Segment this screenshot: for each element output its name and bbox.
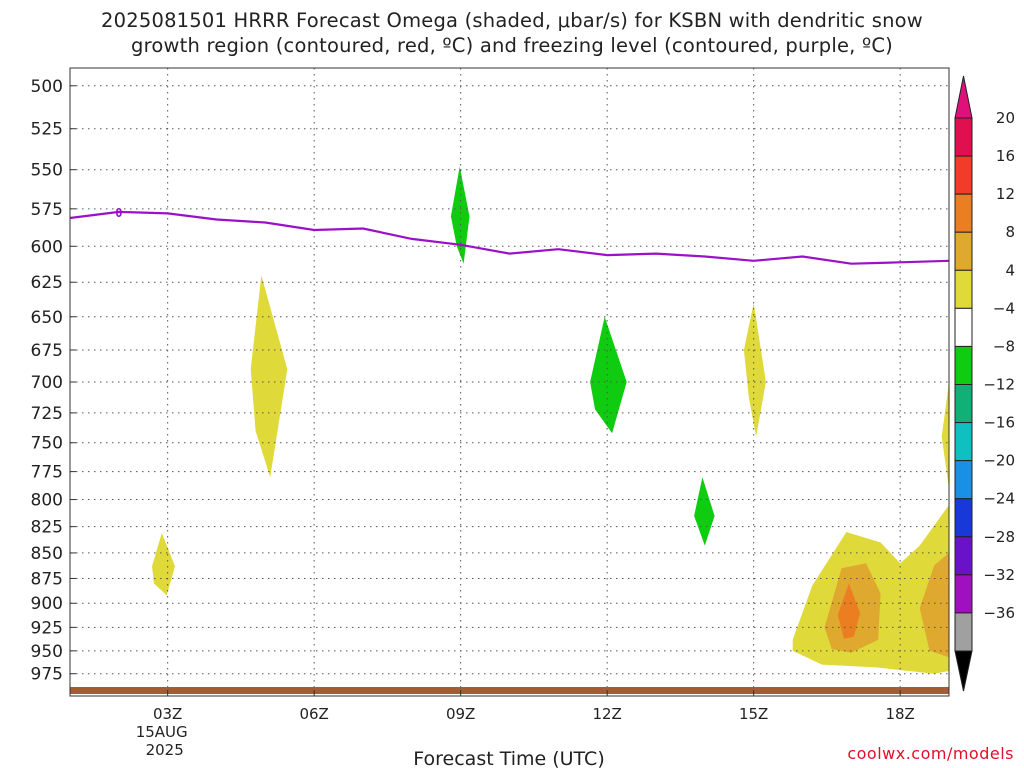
x-tick-label-12Z: 12Z — [592, 705, 621, 723]
colorbar-label-7: −12 — [983, 376, 1015, 394]
y-tick-label-850: 850 — [31, 544, 63, 564]
y-tick-label-675: 675 — [31, 341, 63, 361]
colorbar-top-arrow — [954, 75, 973, 119]
colorbar-segment-10 — [954, 498, 973, 538]
freezing-level-contour: 0 — [69, 206, 950, 265]
colorbar-label-5: −4 — [993, 299, 1015, 317]
chart-title-line-2: growth region (contoured, red, ºC) and f… — [131, 34, 893, 57]
x-date-label: 15AUG — [136, 723, 188, 741]
colorbar-segment-5 — [954, 307, 973, 347]
colorbar-segment-8 — [954, 422, 973, 462]
colorbar-segment-13 — [954, 612, 973, 652]
omega-region-7 — [941, 382, 949, 489]
omega-region-4 — [743, 303, 766, 437]
y-tick-label-750: 750 — [31, 434, 63, 454]
y-tick-label-925: 925 — [31, 618, 63, 638]
colorbar-segment-1 — [954, 155, 973, 195]
x-axis-title: Forecast Time (UTC) — [413, 748, 604, 768]
y-tick-label-525: 525 — [31, 120, 63, 140]
y-tick-label-500: 500 — [31, 77, 63, 97]
colorbar-segment-4 — [954, 269, 973, 309]
y-axis: 500 525 550 575 600 625 650 675 700 725 750 775 800 8… — [31, 77, 76, 685]
colorbar-segment-3 — [954, 231, 973, 271]
colorbar-label-11: −28 — [983, 528, 1015, 546]
colorbar-label-0: 20 — [996, 109, 1015, 127]
omega-region-10 — [837, 583, 861, 639]
x-tick-label-09Z: 09Z — [446, 705, 475, 723]
y-tick-label-900: 900 — [31, 594, 63, 614]
chart-title: 2025081501 HRRR Forecast Omega (shaded, … — [0, 8, 1024, 58]
y-tick-label-625: 625 — [31, 273, 63, 293]
omega-region-5 — [694, 477, 715, 546]
y-tick-label-600: 600 — [31, 237, 63, 257]
colorbar-bottom-arrow — [954, 650, 973, 692]
y-tick-label-950: 950 — [31, 642, 63, 662]
omega-region-1 — [250, 275, 288, 478]
colorbar-label-10: −24 — [983, 490, 1015, 508]
y-tick-label-800: 800 — [31, 491, 63, 511]
ground-band — [70, 687, 949, 694]
colorbar-label-13: −36 — [983, 604, 1015, 622]
omega-region-2 — [450, 166, 470, 264]
colorbar-segment-0 — [954, 117, 973, 157]
y-tick-label-550: 550 — [31, 161, 63, 181]
colorbar-label-9: −20 — [983, 452, 1015, 470]
omega-region-3 — [590, 316, 627, 434]
colorbar-segment-7 — [954, 384, 973, 424]
colorbar-segment-6 — [954, 345, 973, 385]
ground-layer — [70, 687, 949, 694]
grid-lines — [70, 68, 949, 696]
y-tick-label-775: 775 — [31, 463, 63, 483]
omega-region-0 — [152, 533, 175, 596]
omega-region-9 — [919, 552, 949, 658]
colorbar-label-8: −16 — [983, 414, 1015, 432]
x-year-label: 2025 — [146, 741, 184, 759]
freezing-level-line — [69, 210, 950, 265]
colorbar-label-1: 16 — [996, 147, 1015, 165]
x-tick-label-03Z: 03Z — [153, 705, 182, 723]
colorbar-label-4: 4 — [1005, 261, 1015, 279]
chart-title-line-1: 2025081501 HRRR Forecast Omega (shaded, … — [101, 9, 923, 32]
freezing-level-label: 0 — [115, 206, 122, 220]
x-tick-label-15Z: 15Z — [739, 705, 768, 723]
site-credit: coolwx.com/models — [847, 744, 1014, 763]
y-tick-label-700: 700 — [31, 373, 63, 393]
x-tick-label-18Z: 18Z — [885, 705, 914, 723]
colorbar-segment-2 — [954, 193, 973, 233]
x-tick-label-06Z: 06Z — [299, 705, 328, 723]
y-tick-label-825: 825 — [31, 518, 63, 538]
y-tick-label-975: 975 — [31, 665, 63, 685]
colorbar-label-12: −32 — [983, 566, 1015, 584]
y-tick-label-875: 875 — [31, 569, 63, 589]
y-tick-label-650: 650 — [31, 308, 63, 328]
colorbar-label-2: 12 — [996, 185, 1015, 203]
colorbar-label-6: −8 — [993, 337, 1015, 355]
colorbar-segment-9 — [954, 460, 973, 500]
y-tick-label-725: 725 — [31, 404, 63, 424]
colorbar-segment-11 — [954, 536, 973, 576]
colorbar-label-3: 8 — [1005, 223, 1015, 241]
omega-shaded-regions — [152, 166, 949, 674]
y-tick-label-575: 575 — [31, 200, 63, 220]
colorbar-segment-12 — [954, 574, 973, 614]
colorbar: 20 16 12 8 4 −4 −8 −12 −16 −20 −24 −28 −32 −36 — [954, 75, 1015, 692]
